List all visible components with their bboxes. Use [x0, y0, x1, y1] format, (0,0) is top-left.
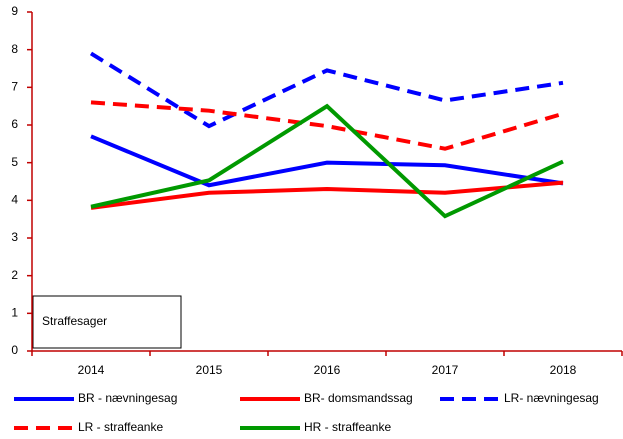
y-tick-label: 6 [11, 117, 18, 131]
x-tick-label: 2015 [196, 363, 223, 377]
series-line [90, 100, 564, 151]
x-tick-label: 2014 [78, 363, 105, 377]
y-tick-label: 8 [11, 42, 18, 56]
legend-label: HR - straffeanke [304, 420, 391, 434]
y-tick-label: 5 [11, 155, 18, 169]
y-tick-label: 0 [11, 343, 18, 357]
x-tick-label: 2017 [432, 363, 459, 377]
series-line [90, 103, 564, 219]
legend-label: BR - nævningesag [78, 391, 177, 405]
annotation: Straffesager [42, 314, 107, 328]
series-line [90, 180, 564, 210]
annotation-box [32, 295, 182, 349]
y-tick-label: 7 [11, 80, 18, 94]
legend-label: LR - straffeanke [78, 420, 163, 434]
series-line [89, 51, 564, 129]
series-line [90, 134, 564, 188]
legend-label: BR- domsmandssag [304, 391, 413, 405]
y-tick-label: 3 [11, 230, 18, 244]
legend-label: LR- nævningesag [504, 391, 599, 405]
y-tick-label: 9 [11, 4, 18, 18]
x-tick-label: 2016 [314, 363, 341, 377]
y-tick-label: 2 [11, 268, 18, 282]
y-tick-label: 4 [11, 193, 18, 207]
x-tick-label: 2018 [550, 363, 577, 377]
y-tick-label: 1 [11, 306, 18, 320]
